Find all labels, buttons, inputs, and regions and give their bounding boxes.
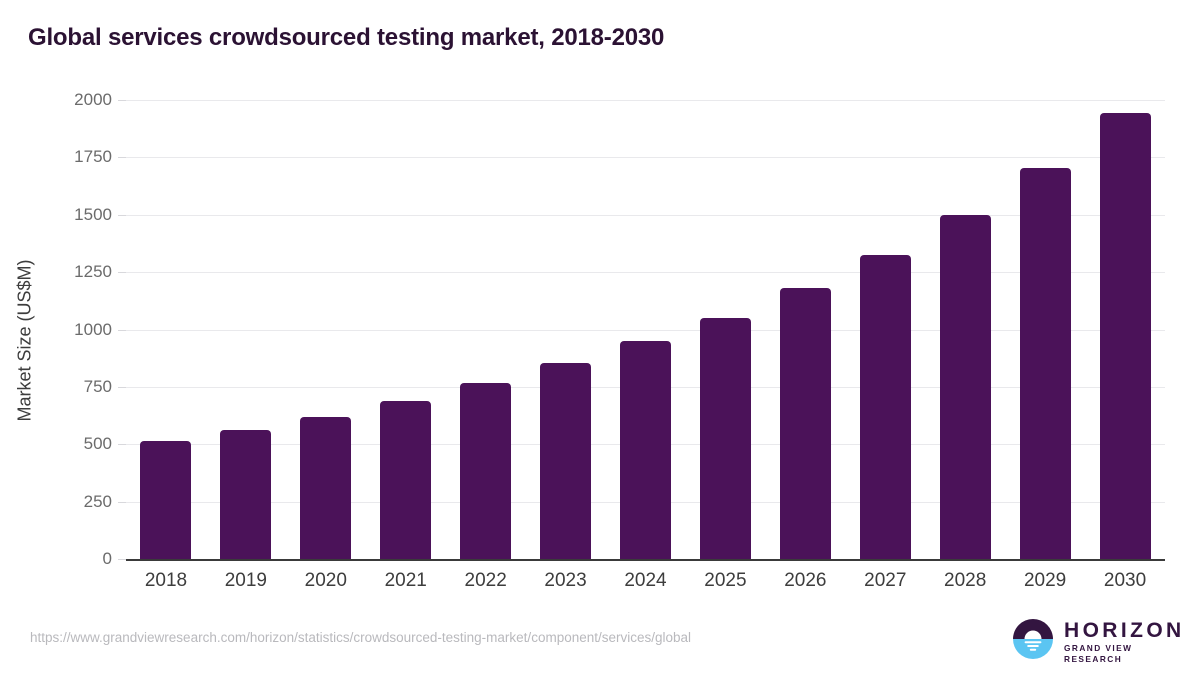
logo-wordmark: HORIZON (1064, 619, 1185, 642)
x-tick-label: 2027 (864, 570, 907, 591)
bar[interactable] (220, 430, 272, 559)
gridline (126, 329, 1165, 331)
x-tick-label: 2030 (1103, 570, 1147, 591)
x-tick-label: 2024 (624, 570, 667, 591)
bar[interactable] (699, 318, 751, 559)
logo-text-block: HORIZON GRAND VIEW RESEARCH (1064, 619, 1185, 665)
page-title: Global services crowdsourced testing mar… (28, 24, 665, 51)
logo-tagline: GRAND VIEW RESEARCH (1064, 643, 1133, 664)
y-tick-label: 0 (102, 549, 112, 568)
x-tick-label: 2026 (784, 570, 827, 591)
y-tick-mark (118, 444, 126, 446)
y-tick-mark (118, 559, 126, 560)
y-tick-mark (118, 329, 126, 331)
x-tick-label: 2028 (944, 570, 987, 591)
y-tick-label: 250 (83, 491, 112, 511)
y-tick-label: 2000 (74, 90, 112, 109)
y-tick-mark (118, 157, 126, 159)
y-tick-label: 1000 (74, 319, 112, 339)
x-tick-label: 2022 (464, 570, 507, 591)
bar[interactable] (540, 362, 592, 559)
x-tick-label: 2023 (544, 570, 587, 591)
bar[interactable] (1099, 112, 1151, 559)
bar[interactable] (140, 440, 192, 559)
y-tick-mark (118, 272, 126, 274)
gridline (126, 272, 1165, 274)
x-tick-label: 2019 (224, 570, 268, 591)
bar[interactable] (1019, 168, 1071, 559)
y-tick-mark (118, 214, 126, 216)
x-tick-label: 2025 (704, 570, 747, 591)
x-tick-label: 2021 (384, 570, 427, 591)
horizon-sun-circle-icon (1012, 618, 1054, 660)
x-tick-label: 2020 (304, 570, 347, 591)
gridline (126, 214, 1165, 216)
bar[interactable] (779, 288, 831, 559)
gridline (126, 157, 1165, 159)
bar[interactable] (300, 416, 352, 559)
y-axis-title: Market Size (US$M) (14, 259, 35, 422)
y-tick-label: 750 (83, 376, 112, 396)
horizon-logo[interactable]: HORIZON GRAND VIEW RESEARCH (1012, 617, 1181, 664)
y-tick-mark (118, 501, 126, 503)
bar[interactable] (859, 254, 911, 559)
gridline (126, 100, 1165, 101)
x-tick-label: 2018 (144, 570, 188, 591)
x-axis-line (126, 559, 1165, 561)
y-tick-mark (118, 386, 126, 388)
y-tick-label: 500 (83, 434, 112, 454)
bar[interactable] (620, 340, 671, 559)
footer-divider (0, 607, 1200, 608)
y-tick-label: 1250 (74, 262, 112, 282)
bar[interactable] (460, 382, 512, 559)
y-tick-mark (118, 100, 126, 101)
x-tick-label: 2029 (1023, 570, 1067, 591)
plot-area (126, 100, 1165, 559)
y-tick-label: 1750 (74, 147, 112, 167)
source-url[interactable]: https://www.grandviewresearch.com/horizo… (30, 630, 692, 645)
bar[interactable] (380, 400, 432, 559)
y-tick-label: 1500 (74, 204, 112, 224)
bar[interactable] (939, 214, 991, 559)
